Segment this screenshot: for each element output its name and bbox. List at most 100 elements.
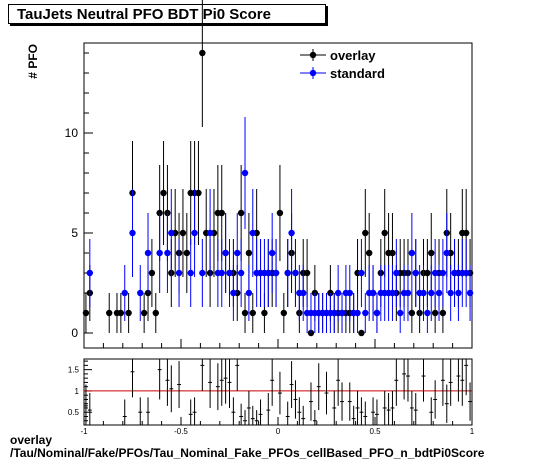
data-point-standard [268,249,276,257]
data-point-standard [222,249,229,257]
legend: overlay standard [300,48,385,81]
data-point-overlay [408,309,416,317]
data-point-standard [175,269,183,277]
data-point-standard [389,289,396,297]
data-point-standard [230,289,237,297]
ratio-plot-frame [83,358,473,426]
ratio-x-tick-label: -1 [80,427,88,436]
data-point-standard [300,289,307,297]
data-point-standard [466,289,474,297]
data-point-standard [439,269,447,277]
data-point-standard [331,309,338,317]
data-point-overlay [148,269,156,277]
data-point-standard [265,269,272,277]
footer-histogram-path: /Tau/Nominal/Fake/PFOs/Tau_Nominal_Fake_… [10,446,485,460]
data-point-standard [284,269,291,277]
data-point-standard [206,229,214,237]
data-point-overlay [381,229,388,237]
data-point-standard [292,269,299,277]
main-plot-marks [82,0,474,337]
data-point-overlay [241,309,249,317]
data-point-standard [404,289,412,297]
data-point-standard [249,229,256,237]
data-point-standard [424,309,431,317]
series-standard [86,117,474,333]
data-point-overlay [249,309,256,317]
data-point-overlay [195,189,202,197]
ratio-y-tick-label: 1.5 [68,366,80,375]
data-point-overlay [462,229,470,237]
data-point-standard [397,309,404,317]
footer-sample-label: overlay [10,433,53,447]
data-point-standard [144,249,152,257]
ratio-x-tick-label: 0 [276,427,281,436]
data-point-overlay [424,269,431,277]
data-point-standard [129,229,136,237]
legend-label-overlay: overlay [330,48,376,63]
data-point-standard [447,289,454,297]
data-point-standard [428,289,435,297]
data-point-standard [462,269,470,277]
data-point-standard [191,229,198,237]
ratio-y-tick-label: 1 [75,387,80,396]
data-point-standard [187,269,194,277]
series-overlay [82,0,474,337]
data-point-standard [164,249,171,257]
data-point-standard [431,269,439,277]
data-point-overlay [237,209,245,217]
data-point-standard [354,309,361,317]
y-tick-label: 0 [71,326,78,340]
data-point-overlay [160,189,167,197]
y-tick-label: 5 [71,226,78,240]
data-point-standard [369,289,377,297]
data-point-overlay [280,309,288,317]
data-point-standard [338,309,346,317]
data-point-standard [237,269,245,277]
data-point-overlay [365,249,373,257]
data-point-overlay [389,249,396,257]
data-point-overlay [218,209,225,217]
data-point-overlay [362,229,369,237]
data-point-standard [412,269,419,277]
data-point-standard [373,309,381,317]
ratio-axes: 0.5 1 1.5 -1 -0.5 0 0.5 1 [68,360,475,436]
data-point-standard [218,269,225,277]
ratio-x-tick-label: 1 [470,427,475,436]
data-point-overlay [431,309,439,317]
ratio-x-tick-label: 0.5 [369,427,381,436]
data-point-overlay [439,309,447,317]
data-point-overlay [140,309,148,317]
data-point-overlay [183,249,191,257]
data-point-standard [226,269,233,277]
data-point-standard [288,229,295,237]
data-point-overlay [199,49,206,57]
data-point-standard [346,289,353,297]
data-point-overlay [82,309,90,317]
y-tick-label: 10 [65,126,79,140]
data-point-standard [393,269,400,277]
data-point-overlay [261,309,268,317]
ratio-x-tick-label: -0.5 [174,427,188,436]
main-frame-border [83,42,473,349]
main-y-axis: 0 5 10 # PFO [26,44,473,348]
data-point-standard [443,249,450,257]
ratio-plot-marks [84,359,472,425]
data-point-standard [121,289,128,297]
y-axis-label: # PFO [26,44,40,79]
data-point-standard [334,289,342,297]
legend-label-standard: standard [330,66,385,81]
data-point-standard [156,249,163,257]
data-point-standard [435,289,443,297]
data-point-standard [420,289,427,297]
data-point-standard [199,269,206,277]
data-point-overlay [179,229,187,237]
legend-marker [309,69,317,77]
ratio-y-tick-label: 0.5 [68,408,80,417]
data-point-standard [455,289,462,297]
data-point-overlay [106,309,113,317]
data-point-standard [362,309,369,317]
data-point-standard [408,249,416,257]
data-point-overlay [276,209,284,217]
data-point-overlay [125,309,132,317]
